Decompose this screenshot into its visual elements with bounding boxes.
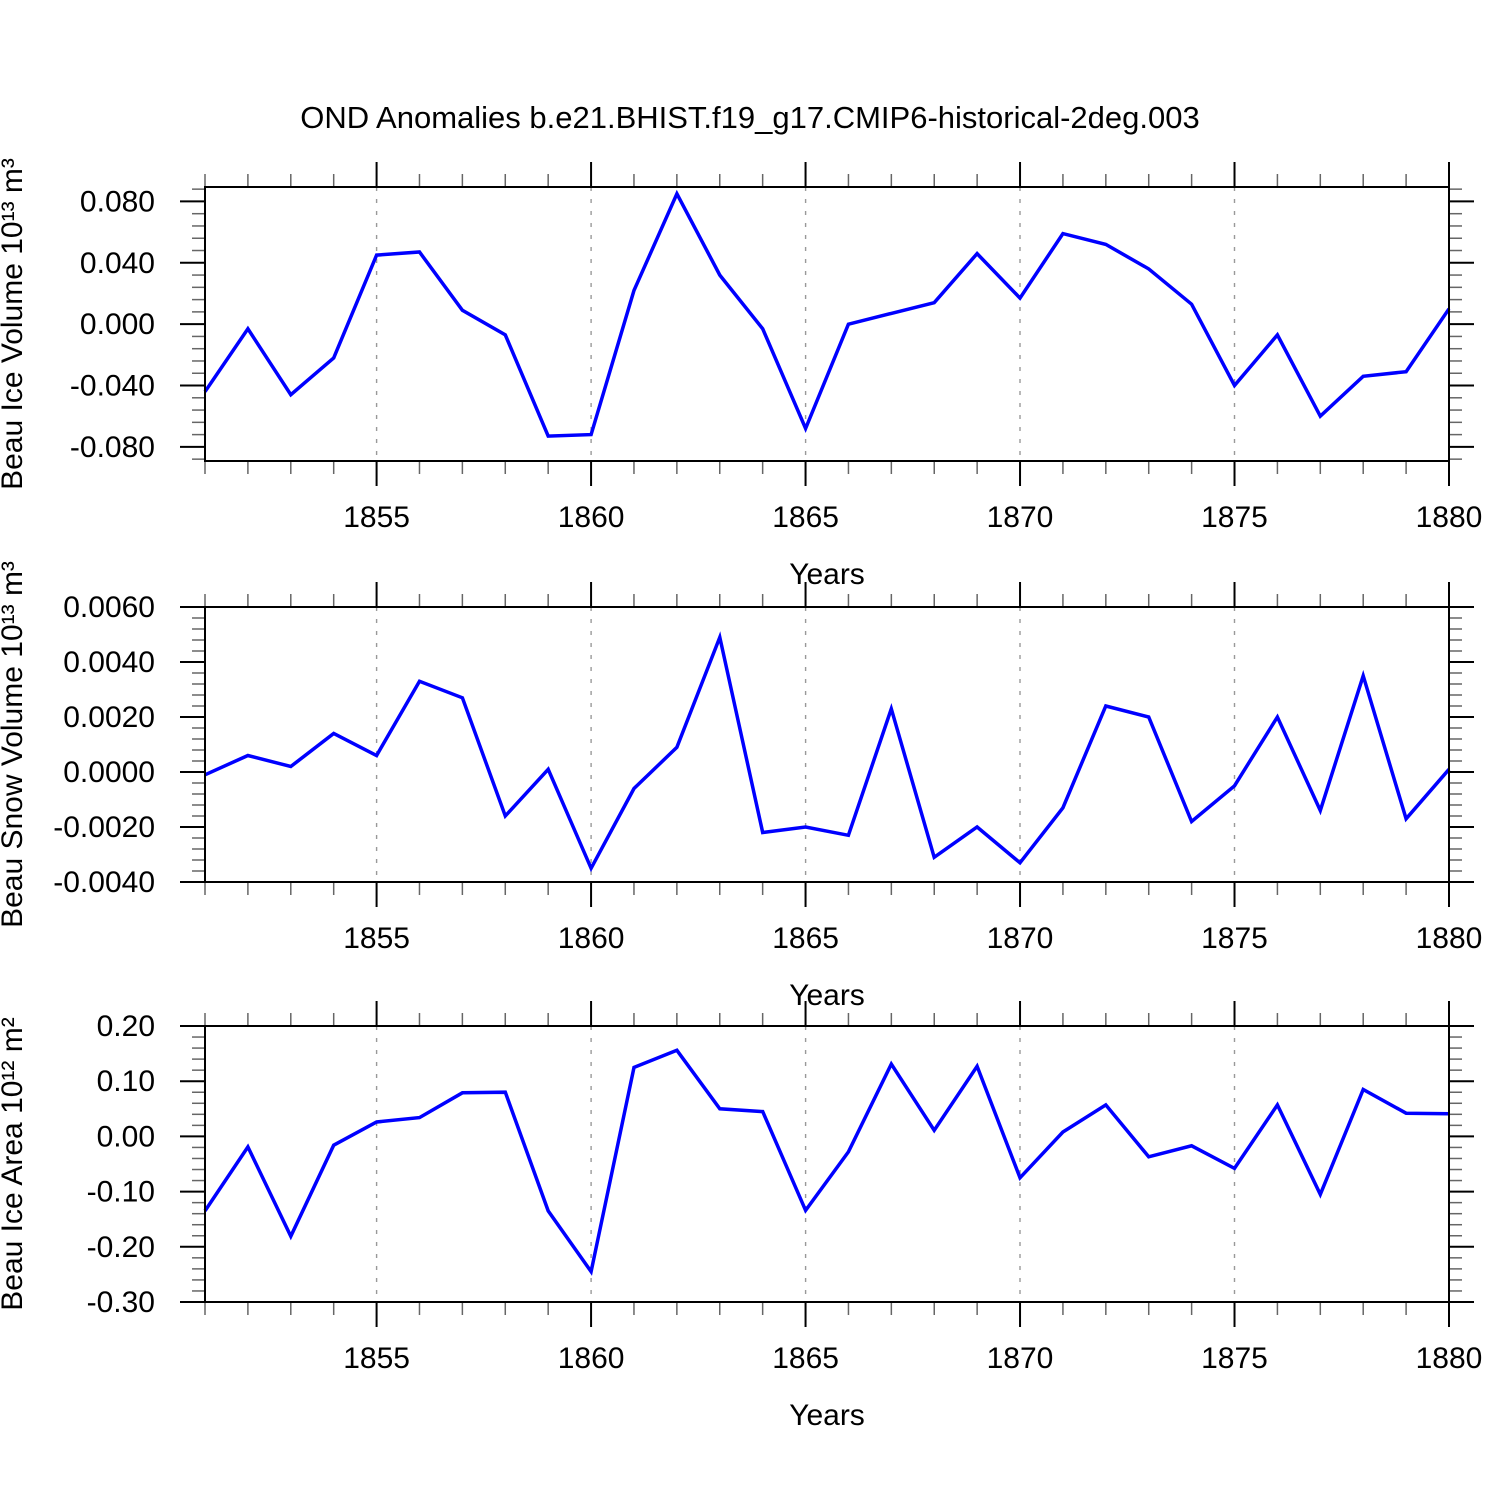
- x-tick-label: 1860: [558, 922, 625, 955]
- panel-beau-snow-volume: 1855 1860 1865 1870 1875 1880 0.0060 0.0040 0.00…: [0, 561, 1482, 1012]
- gridlines: [375, 1026, 1236, 1302]
- ticks: [180, 162, 1474, 486]
- x-tick-label: 1860: [558, 501, 625, 534]
- y-axis-label: Beau Ice Area 10¹² m²: [0, 1017, 29, 1310]
- y-axis-label: Beau Ice Volume 10¹³ m³: [0, 158, 29, 490]
- y-tick-label: 0.0020: [63, 701, 155, 734]
- y-tick-label: 0.10: [97, 1065, 155, 1098]
- x-tick-label: 1875: [1201, 922, 1268, 955]
- y-tick-label: -0.30: [87, 1286, 155, 1319]
- y-tick-label: -0.0020: [53, 811, 155, 844]
- x-axis-label: Years: [789, 979, 865, 1012]
- x-tick-label: 1870: [987, 922, 1054, 955]
- panel-beau-ice-volume: 1855 1860 1865 1870 1875 1880 0.080 0.040 0.000 -…: [0, 158, 1482, 591]
- x-tick-label: 1855: [343, 1342, 410, 1375]
- beau-ice-area-line: [203, 1048, 1450, 1276]
- y-tick-label: -0.080: [70, 431, 155, 464]
- y-tick-label: 0.040: [80, 247, 155, 280]
- plot-border: [204, 1025, 1450, 1303]
- x-axis-label: Years: [789, 1399, 865, 1432]
- page-title: OND Anomalies b.e21.BHIST.f19_g17.CMIP6-…: [300, 100, 1200, 135]
- x-tick-label: 1865: [772, 501, 839, 534]
- y-axis-label: Beau Snow Volume 10¹³ m³: [0, 561, 29, 928]
- y-tick-label: 0.080: [80, 185, 155, 218]
- y-tick-label: 0.0000: [63, 756, 155, 789]
- gridlines: [375, 607, 1236, 882]
- x-axis-label: Years: [789, 558, 865, 591]
- x-tick-label: 1865: [772, 1342, 839, 1375]
- x-tick-label: 1860: [558, 1342, 625, 1375]
- y-tick-label: 0.00: [97, 1120, 155, 1153]
- y-tick-label: 0.0040: [63, 646, 155, 679]
- x-tick-label: 1855: [343, 922, 410, 955]
- plot-border: [204, 186, 1450, 462]
- y-tick-label: 0.000: [80, 308, 155, 341]
- x-tick-label: 1870: [987, 501, 1054, 534]
- beau-ice-volume-line: [203, 189, 1451, 438]
- x-tick-label: 1880: [1416, 922, 1483, 955]
- gridlines: [375, 187, 1236, 461]
- x-tick-label: 1870: [987, 1342, 1054, 1375]
- panel-beau-ice-area: 1855 1860 1865 1870 1875 1880 0.20 0.10 0.00 -0.1…: [0, 1001, 1482, 1432]
- y-tick-label: -0.20: [87, 1231, 155, 1264]
- y-tick-label: 0.20: [97, 1010, 155, 1043]
- ticks: [180, 1001, 1474, 1327]
- x-tick-label: 1855: [343, 501, 410, 534]
- ticks: [180, 582, 1474, 907]
- plot-border: [204, 606, 1450, 883]
- x-tick-label: 1865: [772, 922, 839, 955]
- x-tick-label: 1880: [1416, 1342, 1483, 1375]
- x-tick-label: 1875: [1201, 1342, 1268, 1375]
- y-tick-label: 0.0060: [63, 591, 155, 624]
- x-tick-label: 1880: [1416, 501, 1483, 534]
- x-tick-label: 1875: [1201, 501, 1268, 534]
- y-tick-label: -0.10: [87, 1176, 155, 1209]
- y-tick-label: -0.0040: [53, 866, 155, 899]
- beau-snow-volume-line: [204, 631, 1451, 873]
- y-tick-label: -0.040: [70, 370, 155, 403]
